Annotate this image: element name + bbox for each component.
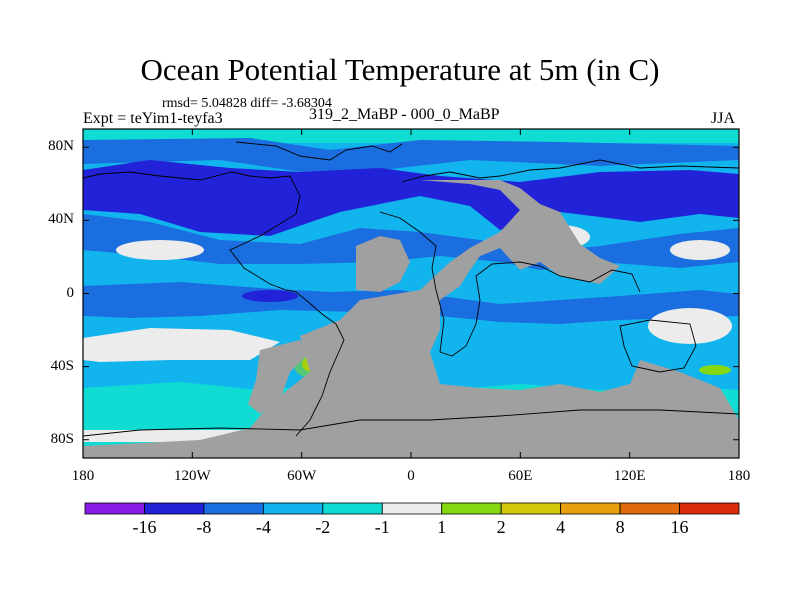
colorbar-segment (441, 502, 502, 515)
colorbar-segment (84, 502, 145, 515)
y-tick-label: 80S (50, 430, 74, 447)
y-tick-label: 80N (48, 138, 74, 155)
colorbar-segment (203, 502, 264, 515)
near-zero-patch (648, 308, 732, 344)
map-title: Ocean Potential Temperature at 5m (in C) (140, 52, 660, 87)
land-mass (83, 180, 739, 458)
colorbar-level-label: 16 (670, 517, 689, 537)
colorbar-segment (322, 502, 383, 515)
colorbar (84, 502, 740, 515)
coastlines (83, 141, 739, 437)
tick-marks (82, 129, 740, 458)
colorbar-segment (679, 502, 740, 515)
x-tick-label: 60E (508, 468, 533, 484)
stats-label: rmsd= 5.04828 diff= -3.68304 (162, 96, 332, 111)
colorbar-level-label: -1 (374, 517, 390, 537)
colorbar-segment (500, 502, 562, 515)
experiment-label: Expt = teYim1-teyfa3 (83, 110, 223, 127)
season-label: JJA (711, 110, 736, 127)
x-tick-label: 120E (613, 468, 646, 484)
y-tick-label: 40N (48, 211, 74, 228)
colorbar-level-label: -4 (255, 517, 271, 537)
colorbar-level-label: -16 (132, 517, 157, 537)
difference-label: 319_2_MaBP - 000_0_MaBP (309, 106, 500, 123)
x-tick-label: 180 (727, 468, 751, 484)
warming-patch (699, 365, 731, 375)
near-zero-patch (116, 240, 204, 260)
colorbar-level-label: -2 (315, 517, 331, 537)
y-tick-label: 0 (66, 284, 75, 301)
colorbar-level-label: -8 (196, 517, 212, 537)
x-tick-label: 120W (173, 468, 211, 484)
land-mass (356, 236, 410, 292)
colorbar-segment (144, 502, 205, 515)
northern-cooling-band (83, 138, 739, 176)
colorbar-segment (560, 502, 621, 515)
colorbar-level-label: 1 (437, 517, 447, 537)
equatorial-strong-cooling (242, 290, 298, 302)
map-field (83, 129, 739, 458)
colorbar-level-label: 8 (615, 517, 625, 537)
x-tick-label: 60W (287, 468, 317, 484)
y-tick-label: 40S (50, 357, 74, 374)
colorbar-segment (619, 502, 680, 515)
land-mass (248, 340, 310, 414)
x-tick-label: 180 (71, 468, 95, 484)
colorbar-level-label: 2 (496, 517, 506, 537)
colorbar-segment (381, 502, 443, 515)
x-tick-label: 0 (407, 468, 415, 484)
colorbar-level-label: 4 (556, 517, 566, 537)
strong-cooling-north (83, 160, 739, 236)
colorbar-segment (262, 502, 324, 515)
near-zero-patch (83, 328, 280, 362)
near-zero-patch (670, 240, 730, 260)
